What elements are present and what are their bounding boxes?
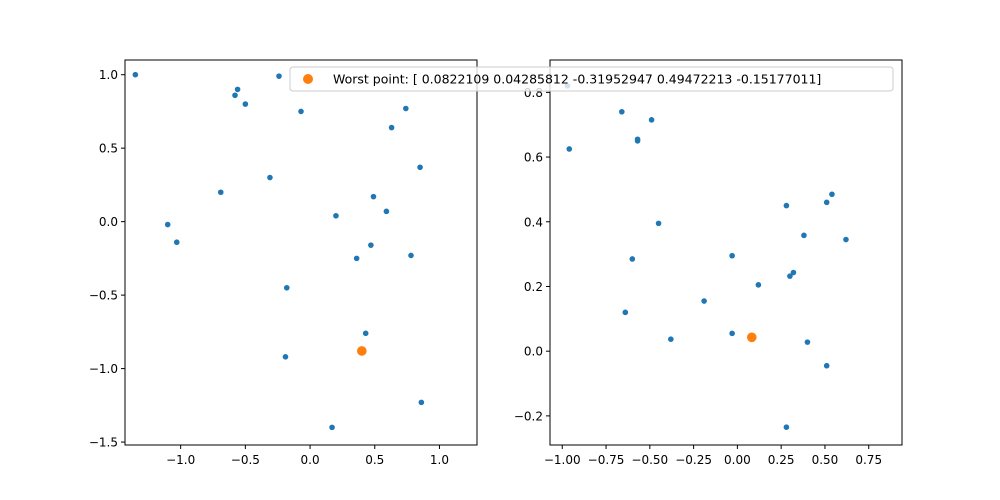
x-tick-label: −0.50 <box>631 453 668 467</box>
data-point <box>329 424 335 431</box>
data-point <box>276 73 282 79</box>
data-point <box>648 117 655 123</box>
data-point <box>362 330 369 337</box>
axes-frame <box>124 59 478 446</box>
x-tick-label: −1.0 <box>166 453 195 467</box>
x-tick-label: 0.50 <box>812 453 839 467</box>
x-tick-label: −0.25 <box>675 453 712 467</box>
data-point <box>282 354 289 360</box>
x-tick-label: 1.0 <box>430 453 449 467</box>
y-tick-label: −1.5 <box>89 436 118 450</box>
data-point <box>829 191 835 198</box>
legend: Worst point: [ 0.0822109 0.04285812 -0.3… <box>289 66 894 92</box>
y-tick-label: 0.0 <box>99 215 118 229</box>
y-tick-label: −1.0 <box>89 362 118 376</box>
worst-point <box>746 332 757 343</box>
data-point <box>353 255 360 262</box>
data-point <box>418 399 425 406</box>
legend-frame <box>289 66 894 92</box>
data-point <box>655 220 662 227</box>
data-point <box>173 239 180 246</box>
y-tick-label: −0.2 <box>514 409 543 423</box>
data-point <box>267 174 273 181</box>
x-tick-label: 0.0 <box>301 453 320 467</box>
y-tick-label: 0.6 <box>524 151 543 165</box>
x-tick-label: 0.5 <box>365 453 384 467</box>
x-tick-label: −1.00 <box>544 453 581 467</box>
data-point <box>843 236 849 243</box>
data-point <box>566 146 573 152</box>
data-point <box>298 108 304 115</box>
data-point <box>370 193 377 200</box>
data-point <box>787 273 793 279</box>
x-tick-label: 0.75 <box>855 453 882 467</box>
data-point <box>242 101 249 107</box>
axes-frame <box>549 59 903 446</box>
data-point <box>417 164 423 171</box>
data-point <box>701 298 707 304</box>
data-point <box>804 339 811 345</box>
data-point <box>783 424 790 431</box>
data-point <box>619 108 625 115</box>
y-tick-label: 0.5 <box>99 142 118 156</box>
x-tick-label: 0.25 <box>768 453 795 467</box>
data-point <box>232 92 238 99</box>
data-point <box>403 105 409 112</box>
data-point <box>823 199 830 206</box>
data-point <box>790 269 797 276</box>
data-point <box>622 309 629 316</box>
y-tick-label: 0.4 <box>524 215 543 229</box>
x-tick-label: −0.75 <box>588 453 625 467</box>
y-tick-label: −0.5 <box>89 289 118 303</box>
x-tick-label: −0.5 <box>231 453 260 467</box>
legend-label: Worst point: [ 0.0822109 0.04285812 -0.3… <box>333 72 821 87</box>
data-point <box>783 202 790 209</box>
data-point <box>668 336 674 343</box>
data-point <box>164 221 171 228</box>
data-point <box>823 362 830 369</box>
data-point <box>388 124 395 131</box>
data-point <box>283 284 290 291</box>
data-point <box>408 252 414 259</box>
data-point <box>333 212 339 219</box>
data-point <box>217 189 224 196</box>
data-point <box>729 252 735 259</box>
data-point <box>801 232 807 239</box>
data-point <box>634 138 641 144</box>
data-point <box>368 242 374 248</box>
y-tick-label: 0.2 <box>524 280 543 294</box>
data-point <box>383 208 390 215</box>
data-point <box>132 71 139 78</box>
left-scatter-plot: −1.0 −0.5 0.0 0.5 1.0 −1.5 −1.0 −0.5 0.0 0.5 1.0 <box>89 59 478 467</box>
legend-marker <box>303 74 313 84</box>
x-tick-label: 0.00 <box>724 453 751 467</box>
data-point <box>629 256 636 262</box>
y-tick-label: 0.0 <box>524 345 543 359</box>
y-tick-label: 1.0 <box>99 68 118 82</box>
data-point <box>755 282 762 288</box>
right-scatter-plot: −1.00 −0.75 −0.50 −0.25 0.00 0.25 0.50 0.75 −0.2… <box>514 59 903 467</box>
worst-point <box>357 346 367 356</box>
data-point <box>729 330 735 337</box>
data-point <box>234 86 241 93</box>
